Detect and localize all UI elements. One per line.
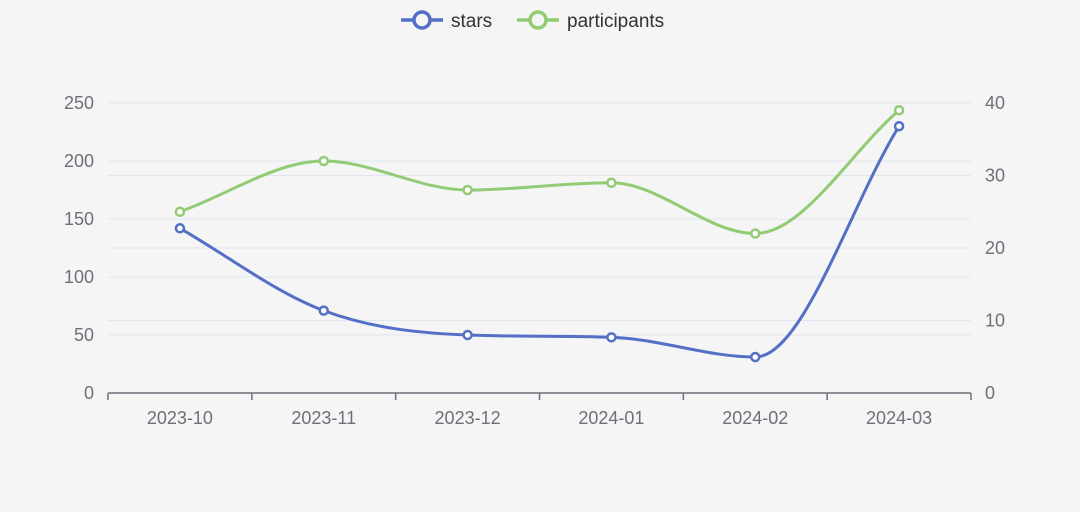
x-tick-label: 2024-01 bbox=[578, 408, 644, 428]
data-point-participants[interactable] bbox=[893, 105, 905, 116]
x-tick-label: 2023-10 bbox=[147, 408, 213, 428]
x-axis: 2023-10 2023-11 2023-12 2024-01 2024-02 2024-… bbox=[107, 392, 972, 428]
y-left-tick-label: 0 bbox=[84, 383, 94, 403]
x-tick-label: 2024-03 bbox=[866, 408, 932, 428]
data-point-stars[interactable] bbox=[462, 329, 473, 341]
data-point-participants[interactable] bbox=[174, 206, 186, 217]
legend-marker-stars bbox=[412, 10, 432, 30]
legend-marker-participants bbox=[528, 10, 548, 30]
grid-lines bbox=[108, 102, 971, 336]
chart-legend[interactable]: stars participants bbox=[401, 10, 664, 32]
y-left-tick-label: 50 bbox=[74, 325, 94, 345]
legend-item-stars[interactable]: stars bbox=[401, 10, 492, 32]
legend-label-stars: stars bbox=[451, 11, 492, 32]
series-line-participants bbox=[179, 109, 901, 235]
x-tick-label: 2023-11 bbox=[291, 408, 356, 428]
y-axis-right: 0 10 20 30 40 bbox=[985, 93, 1005, 403]
data-point-stars[interactable] bbox=[318, 305, 329, 316]
y-left-tick-label: 150 bbox=[64, 209, 94, 229]
y-axis-left: 0 50 100 150 200 250 bbox=[64, 93, 94, 403]
x-tick-label: 2023-12 bbox=[435, 408, 501, 428]
data-point-stars[interactable] bbox=[606, 332, 617, 343]
legend-item-participants[interactable]: participants bbox=[517, 10, 664, 32]
data-point-participants[interactable] bbox=[606, 177, 617, 188]
data-point-participants[interactable] bbox=[318, 155, 329, 167]
series-points[interactable] bbox=[174, 105, 905, 363]
series-line-stars bbox=[179, 125, 901, 359]
y-left-tick-label: 200 bbox=[64, 151, 94, 171]
y-right-tick-label: 10 bbox=[985, 311, 1005, 331]
data-point-stars[interactable] bbox=[750, 351, 761, 363]
y-right-tick-label: 0 bbox=[985, 383, 995, 403]
data-point-participants[interactable] bbox=[750, 228, 761, 239]
data-point-stars[interactable] bbox=[174, 223, 186, 234]
y-left-tick-label: 250 bbox=[64, 93, 94, 113]
data-point-stars[interactable] bbox=[893, 120, 905, 132]
series-lines bbox=[179, 109, 901, 359]
y-right-tick-label: 20 bbox=[985, 238, 1005, 258]
y-right-tick-label: 40 bbox=[985, 93, 1005, 113]
y-left-tick-label: 100 bbox=[64, 267, 94, 287]
data-point-participants[interactable] bbox=[462, 184, 473, 196]
legend-label-participants: participants bbox=[567, 11, 664, 32]
x-tick-label: 2024-02 bbox=[722, 408, 788, 428]
y-right-tick-label: 30 bbox=[985, 166, 1005, 186]
